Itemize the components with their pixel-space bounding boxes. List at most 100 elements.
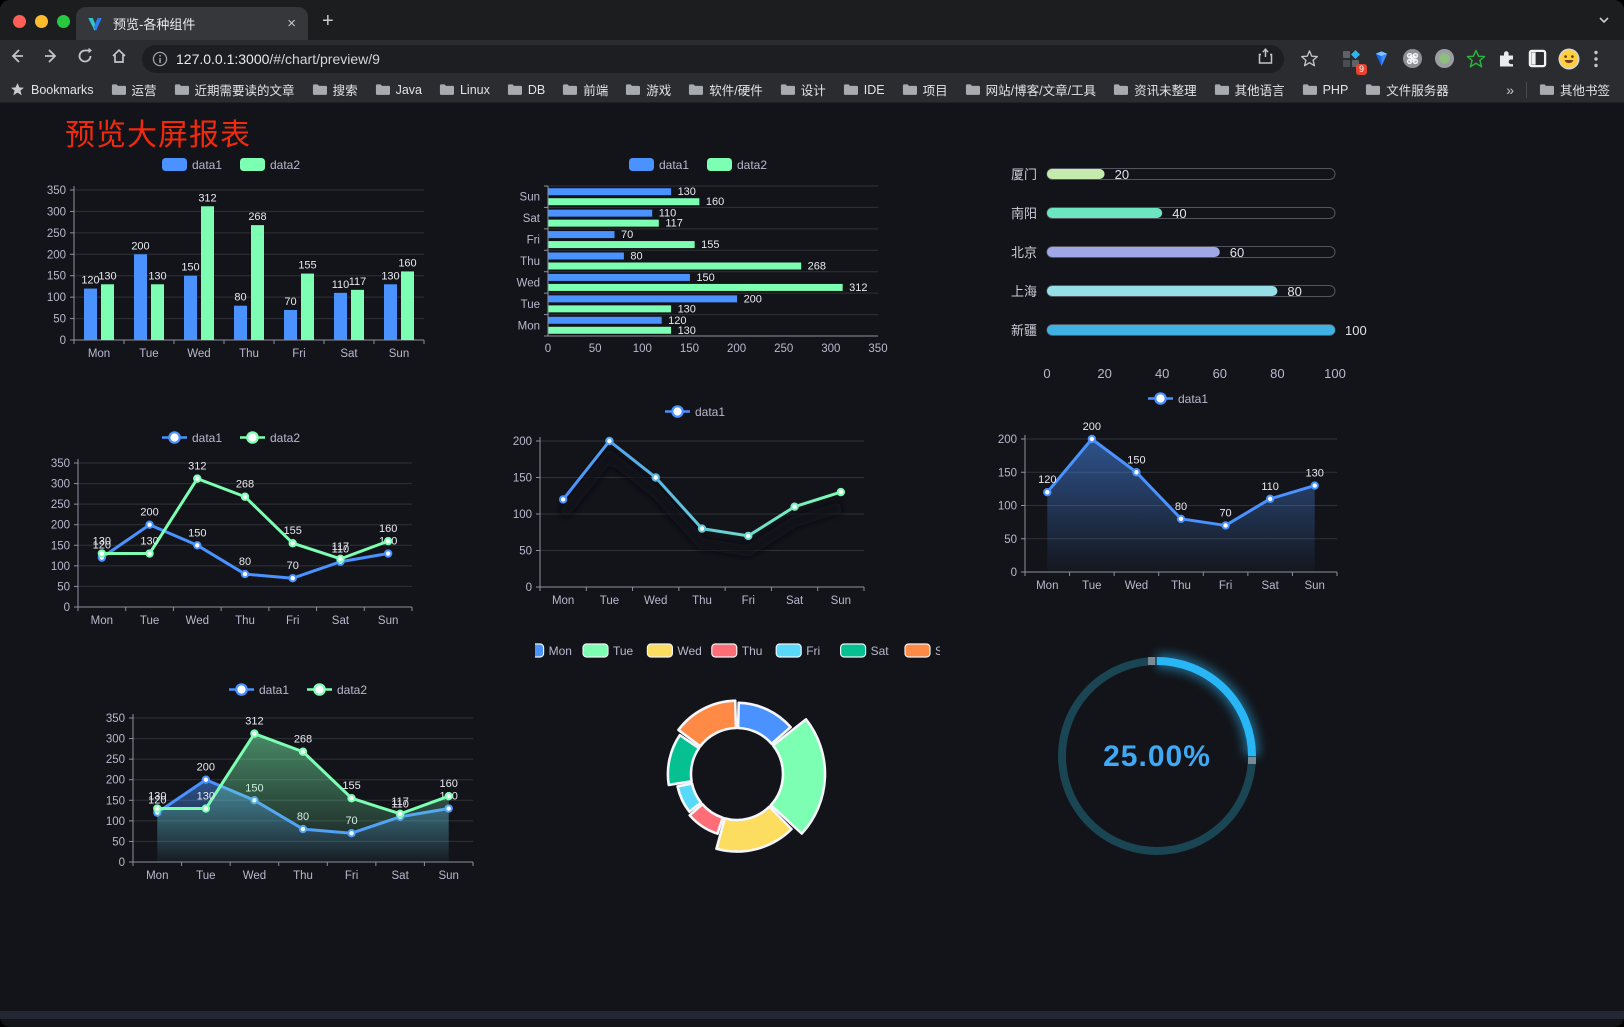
svg-text:155: 155 bbox=[701, 239, 719, 251]
bookmark-folder-item[interactable]: PHP bbox=[1302, 83, 1348, 97]
svg-text:200: 200 bbox=[727, 343, 746, 355]
window-minimize-button[interactable] bbox=[35, 15, 48, 28]
forward-button[interactable] bbox=[34, 47, 68, 70]
svg-text:312: 312 bbox=[188, 461, 206, 473]
folder-icon bbox=[965, 84, 980, 95]
green-star-extension-icon[interactable] bbox=[1466, 48, 1486, 70]
bookmark-folder-item[interactable]: 软件/硬件 bbox=[688, 80, 763, 99]
bookmark-folder-item[interactable]: 运营 bbox=[111, 80, 157, 99]
bookmark-folder-item[interactable]: Java bbox=[375, 83, 422, 97]
svg-text:60: 60 bbox=[1213, 366, 1227, 381]
folder-icon bbox=[1114, 84, 1129, 95]
window-close-button[interactable] bbox=[13, 15, 26, 28]
svg-text:300: 300 bbox=[821, 343, 840, 355]
folder-icon bbox=[780, 84, 795, 95]
svg-text:130: 130 bbox=[197, 791, 215, 803]
bookmark-folder-item[interactable]: 设计 bbox=[780, 80, 826, 99]
svg-text:Sat: Sat bbox=[1262, 580, 1280, 592]
bookmark-folder-item[interactable]: DB bbox=[507, 83, 545, 97]
command-extension-icon[interactable] bbox=[1402, 48, 1423, 70]
site-info-icon[interactable] bbox=[152, 51, 168, 67]
bookmark-folder-label: 其他语言 bbox=[1234, 84, 1285, 98]
bookmark-folder-item[interactable]: 近期需要读的文章 bbox=[174, 80, 295, 99]
url-bar[interactable]: 127.0.0.1:3000/#/chart/preview/9 bbox=[142, 44, 1284, 73]
svg-text:130: 130 bbox=[148, 270, 166, 282]
svg-text:Thu: Thu bbox=[1171, 580, 1191, 592]
browser-tab[interactable]: 预览-各种组件 × bbox=[76, 7, 308, 40]
tab-close-icon[interactable]: × bbox=[287, 15, 296, 32]
grid-extension-icon[interactable]: 9 bbox=[1341, 48, 1367, 75]
puzzle-extension-icon[interactable] bbox=[1497, 48, 1517, 70]
area-line-chart[interactable]: data1 0 50 100 150 200 Mon Tue Wed Thu Fri Sat Sun 12… bbox=[985, 385, 1365, 597]
emoji-extension-icon[interactable] bbox=[1558, 48, 1580, 70]
bookmark-folder-item[interactable]: 搜索 bbox=[312, 80, 358, 99]
svg-text:100: 100 bbox=[106, 816, 125, 828]
grouped-bar-chart[interactable]: data1 data2 0 50 100 150 200 250 300 350 Mon Tue Wed… bbox=[28, 150, 432, 365]
url-path: /#/chart/preview/9 bbox=[269, 50, 380, 67]
svg-text:Tue: Tue bbox=[196, 870, 215, 882]
bookmark-folder-item[interactable]: 游戏 bbox=[625, 80, 671, 99]
svg-text:80: 80 bbox=[1270, 366, 1284, 381]
bookmark-folder-item[interactable]: 其他语言 bbox=[1214, 80, 1285, 99]
bookmark-folder-item[interactable]: IDE bbox=[843, 83, 885, 97]
reload-button[interactable] bbox=[68, 47, 102, 70]
bookmark-star-icon[interactable] bbox=[1300, 48, 1319, 70]
bookmark-folder-label: 前端 bbox=[583, 84, 609, 98]
city-progress-chart[interactable]: 厦门 20 南阳 40 北京 60 上海 80 新疆 100 0 20 40 60 80 100 bbox=[985, 150, 1380, 385]
bookmark-folder-item[interactable]: 资讯未整理 bbox=[1113, 80, 1197, 99]
svg-text:200: 200 bbox=[197, 762, 215, 774]
window-zoom-button[interactable] bbox=[57, 15, 70, 28]
other-bookmarks-folder[interactable]: 其他书签 bbox=[1539, 80, 1610, 99]
gradient-line-chart[interactable]: data1 0 50 100 150 200 Mon Tue Wed Thu Fri Sat Sun bbox=[500, 395, 895, 613]
url-text[interactable]: 127.0.0.1:3000/#/chart/preview/9 bbox=[176, 51, 1257, 67]
svg-text:130: 130 bbox=[1306, 468, 1324, 480]
bookmark-folder-label: 游戏 bbox=[646, 84, 672, 98]
bookmark-folder-label: 资讯未整理 bbox=[1134, 84, 1197, 98]
chevron-down-icon[interactable] bbox=[1598, 14, 1610, 26]
bookmark-folder-item[interactable]: 前端 bbox=[562, 80, 608, 99]
svg-text:Sat: Sat bbox=[392, 870, 410, 882]
svg-text:150: 150 bbox=[181, 262, 199, 274]
green-dot-extension-icon[interactable] bbox=[1434, 48, 1455, 70]
bookmarks-manager-item[interactable]: Bookmarks bbox=[10, 82, 94, 97]
svg-text:0: 0 bbox=[545, 343, 551, 355]
dual-area-line-chart[interactable]: data1 data2 0 50 100 150 200 250 300 350 Mon Tue Wed… bbox=[95, 672, 495, 890]
svg-text:100: 100 bbox=[1324, 366, 1346, 381]
back-button[interactable] bbox=[0, 47, 34, 70]
svg-text:Tue: Tue bbox=[1082, 580, 1101, 592]
gauge-chart[interactable]: 25.00% bbox=[1040, 638, 1275, 878]
svg-text:Tue: Tue bbox=[140, 615, 159, 627]
svg-text:Thu: Thu bbox=[520, 256, 540, 268]
svg-text:130: 130 bbox=[678, 325, 696, 337]
svg-text:0: 0 bbox=[1043, 366, 1050, 381]
gem-extension-icon[interactable] bbox=[1372, 48, 1391, 70]
svg-text:120: 120 bbox=[668, 315, 686, 327]
window-bottom-strip bbox=[0, 1011, 1624, 1019]
svg-text:Fri: Fri bbox=[345, 870, 358, 882]
bookmarks-overflow-button[interactable]: » bbox=[1506, 81, 1514, 98]
page-title: 预览大屏报表 bbox=[65, 119, 251, 152]
bookmark-folder-item[interactable]: 网站/博客/文章/工具 bbox=[965, 80, 1096, 99]
folder-icon bbox=[689, 84, 704, 95]
svg-text:300: 300 bbox=[106, 734, 125, 746]
bookmark-folder-label: Linux bbox=[459, 82, 490, 97]
folder-icon bbox=[507, 84, 522, 95]
svg-text:Sun: Sun bbox=[438, 870, 458, 882]
reader-square-extension-icon[interactable] bbox=[1528, 48, 1547, 70]
menu-dots-icon[interactable] bbox=[1594, 48, 1598, 70]
bookmark-folder-item[interactable]: Linux bbox=[439, 83, 490, 97]
svg-text:312: 312 bbox=[198, 192, 216, 204]
multi-line-chart[interactable]: data1 data2 0 50 100 150 200 250 300 350 Mon Tue Wed… bbox=[28, 423, 432, 638]
svg-text:80: 80 bbox=[1175, 501, 1187, 513]
svg-text:北京: 北京 bbox=[1011, 245, 1037, 260]
new-tab-button[interactable]: + bbox=[322, 10, 334, 32]
rose-donut-chart[interactable]: Mon Tue Wed Thu Fri Sat Sun bbox=[535, 634, 940, 869]
svg-text:Tue: Tue bbox=[600, 595, 619, 607]
svg-text:100: 100 bbox=[51, 561, 70, 573]
bookmark-folder-item[interactable]: 文件服务器 bbox=[1365, 80, 1449, 99]
share-icon[interactable] bbox=[1257, 47, 1274, 70]
home-button[interactable] bbox=[102, 47, 136, 70]
svg-text:150: 150 bbox=[47, 271, 66, 283]
bookmark-folder-item[interactable]: 项目 bbox=[902, 80, 948, 99]
